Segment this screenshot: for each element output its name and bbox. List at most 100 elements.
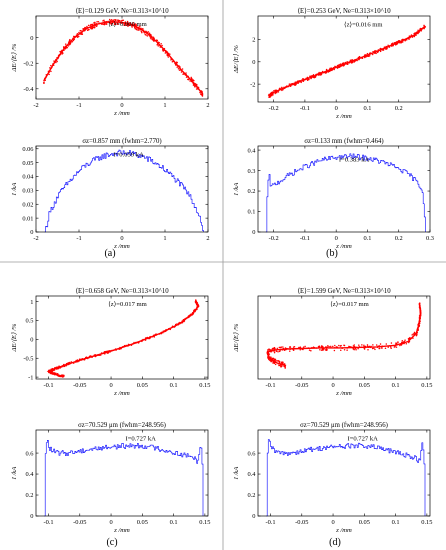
y-axis-label: ΔE/⟨E⟩ /% <box>11 323 18 352</box>
data-point <box>402 41 404 43</box>
data-series <box>266 439 426 517</box>
x-tick-label: 0 <box>109 519 112 526</box>
y-tick-label: 0 <box>252 59 255 66</box>
data-point <box>160 43 162 45</box>
data-point <box>270 360 272 362</box>
data-point <box>346 349 348 351</box>
y-axis-label: I /kA <box>11 466 18 481</box>
data-point <box>339 63 341 66</box>
x-tick-label: 0.1 <box>392 382 400 389</box>
data-point <box>127 25 129 27</box>
data-point <box>304 345 306 348</box>
data-point <box>397 341 399 344</box>
y-tick-label: 0.4 <box>248 147 257 154</box>
plot-frame <box>257 145 431 233</box>
x-tick-label: 0 <box>331 382 334 389</box>
data-point <box>141 31 143 34</box>
data-point <box>71 41 73 43</box>
data-point <box>282 346 284 348</box>
data-point <box>415 334 418 337</box>
data-point <box>114 23 117 26</box>
data-point <box>340 349 342 352</box>
x-tick-label: 0.1 <box>170 519 178 526</box>
x-axis-label: z /mm <box>113 243 130 250</box>
data-point <box>394 345 396 348</box>
data-point <box>310 350 312 352</box>
data-point <box>351 62 353 64</box>
plot-frame <box>35 295 209 380</box>
y-tick-label: -0.5 <box>23 355 33 362</box>
x-tick-label: -0.2 <box>269 105 279 112</box>
data-point <box>412 333 415 335</box>
y-tick-label: -2 <box>250 81 255 88</box>
data-point <box>180 71 183 73</box>
data-point <box>164 52 167 54</box>
chart-annotation: ⟨z⟩=0.000 mm <box>108 20 147 28</box>
data-point <box>313 76 316 79</box>
data-point <box>346 60 348 63</box>
x-axis-label: z /mm <box>113 110 130 117</box>
data-point <box>404 339 406 341</box>
data-point <box>309 75 311 78</box>
data-series <box>43 20 204 95</box>
data-point <box>334 344 336 347</box>
data-point <box>292 346 295 348</box>
y-tick-label: 0.04 <box>22 174 34 181</box>
data-point <box>338 344 340 347</box>
data-point <box>268 93 270 96</box>
chart-title: ⟨E⟩=0.658 GeV, Ne=0.313×10^10 <box>75 287 169 295</box>
data-point <box>366 52 369 55</box>
data-point <box>50 70 52 73</box>
data-point <box>274 363 277 366</box>
data-point <box>289 345 291 348</box>
data-point <box>340 344 342 347</box>
y-tick-label: 0 <box>30 35 33 42</box>
data-point <box>284 367 286 369</box>
chart-annotation: I=0.383 kA <box>339 156 370 163</box>
data-point <box>281 89 283 92</box>
data-point <box>181 68 184 70</box>
data-point <box>342 62 344 65</box>
chart-annotation: ⟨z⟩=0.016 mm <box>344 20 383 28</box>
chart-8: σz=70.529 μm (fwhm=248.956) -0.1 -0.05 0 0.0… <box>233 422 432 534</box>
data-point <box>142 28 144 30</box>
data-point <box>423 24 425 27</box>
data-series <box>268 25 426 97</box>
data-point <box>158 41 160 44</box>
data-point <box>419 302 421 304</box>
data-point <box>271 357 274 360</box>
data-point <box>136 24 138 26</box>
data-point <box>417 29 419 32</box>
data-point <box>308 349 311 351</box>
data-point <box>182 73 184 75</box>
data-point <box>328 345 330 348</box>
data-point <box>381 347 383 349</box>
panel-label-b: (b) <box>326 248 338 259</box>
data-point <box>363 56 366 59</box>
x-tick-label: 0 <box>335 105 338 112</box>
chart-annotation: ⟨z⟩=0.017 mm <box>108 300 147 308</box>
data-point <box>176 66 178 68</box>
data-point <box>137 29 139 31</box>
x-tick-label: 0 <box>335 235 338 242</box>
data-point <box>342 65 344 67</box>
x-tick-label: 0.1 <box>392 519 400 526</box>
x-tick-label: 0 <box>120 102 123 109</box>
y-axis-label: I /kA <box>233 466 240 481</box>
data-point <box>274 358 277 361</box>
data-point <box>281 86 283 89</box>
panel-label-c: (c) <box>106 537 117 548</box>
data-point <box>97 21 100 23</box>
data-point <box>167 56 170 58</box>
x-tick-label: -0.2 <box>269 235 279 242</box>
x-tick-label: 0.1 <box>363 235 371 242</box>
x-tick-label: 0.15 <box>421 519 432 526</box>
data-point <box>177 68 180 70</box>
data-point <box>87 24 90 27</box>
x-tick-label: -2 <box>33 235 38 242</box>
data-point <box>49 67 51 69</box>
x-tick-label: 0.05 <box>137 519 148 526</box>
x-tick-label: -0.05 <box>73 382 86 389</box>
data-point <box>343 349 346 351</box>
chart-annotation: I=0.727 kA <box>347 435 378 442</box>
